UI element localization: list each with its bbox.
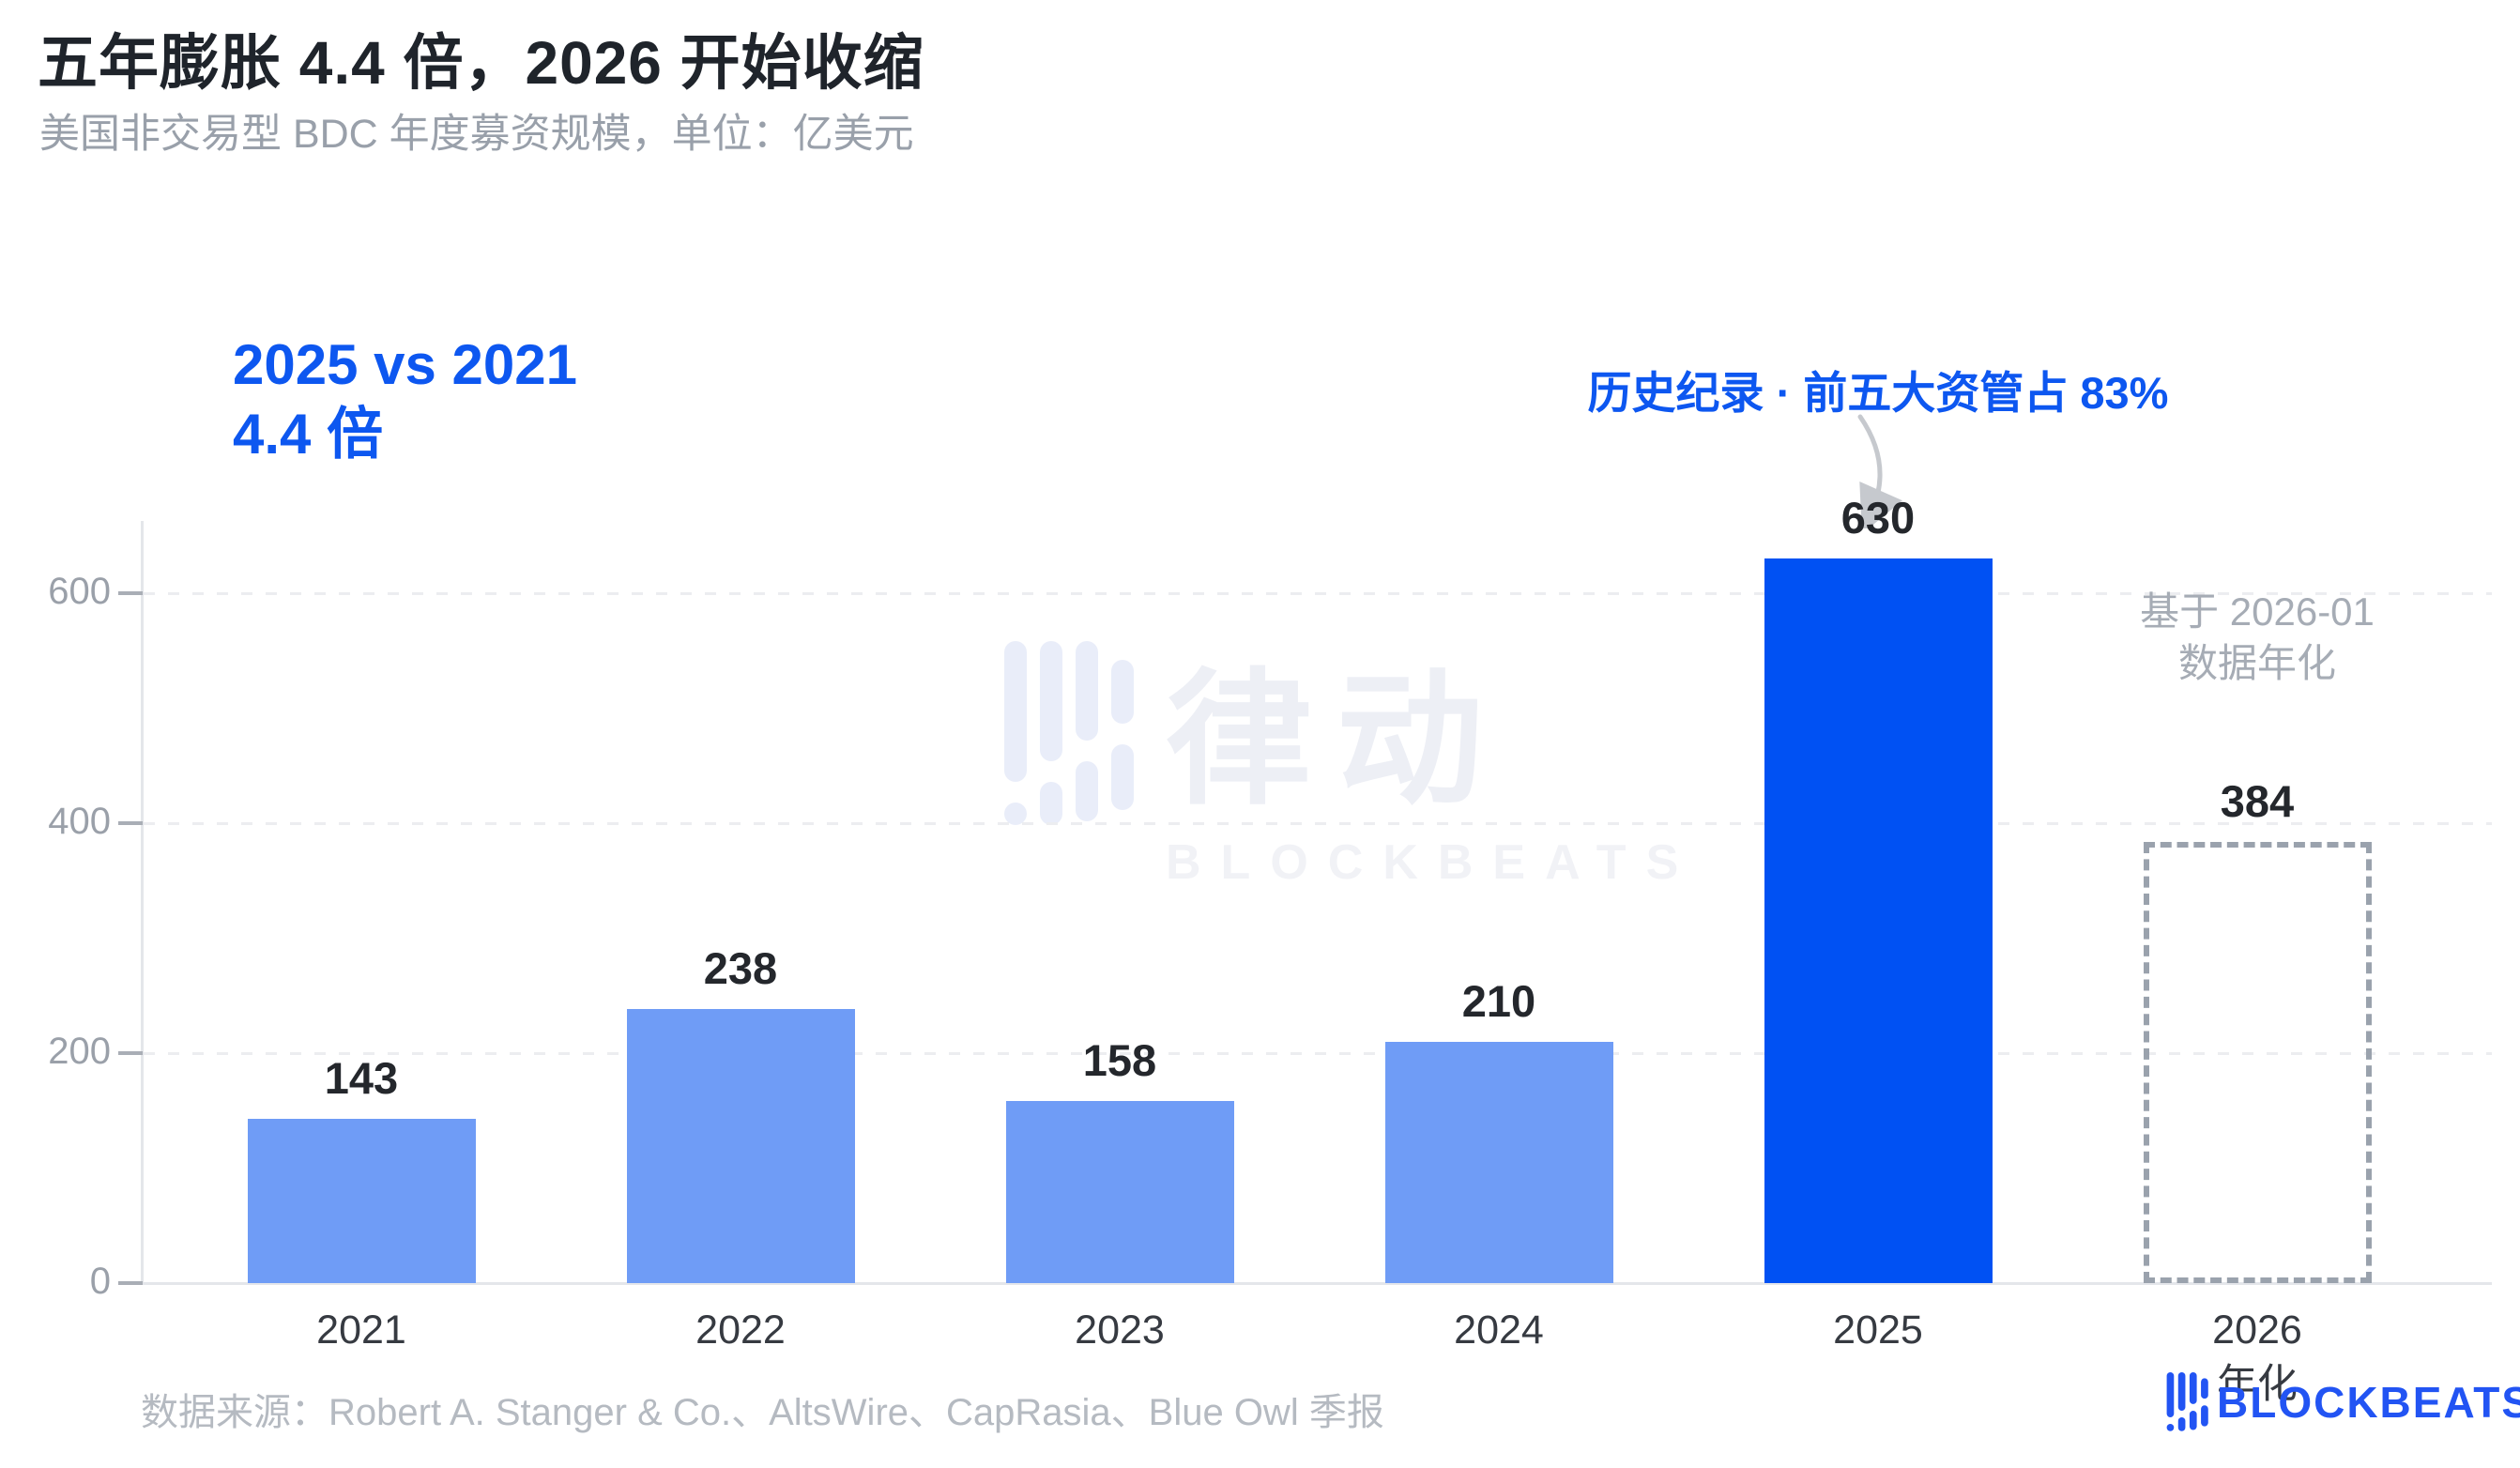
x-axis-label-2023: 2023 (1075, 1307, 1165, 1353)
watermark-cn: 律动 (1166, 659, 1507, 822)
brand-logo: BLOCKBEATS (2166, 1372, 2520, 1432)
page-title: 五年膨胀 4.4 倍，2026 开始收缩 (38, 29, 924, 97)
bar-2022 (626, 1009, 855, 1283)
bar-value-2026: 384 (2220, 776, 2295, 826)
y-tick-label-0: 0 (89, 1261, 111, 1302)
bar-group-2026: 384 (2143, 775, 2372, 1283)
growth-annotation-line2: 4.4 倍 (233, 403, 384, 466)
y-tick-600 (118, 591, 143, 595)
curved-arrow-icon (1857, 414, 1902, 528)
bar-2023 (1005, 1101, 1234, 1283)
bar-2024 (1384, 1042, 1613, 1283)
growth-annotation-line1: 2025 vs 2021 (233, 333, 578, 396)
annualized-note-line1: 基于 2026-01 (2140, 589, 2375, 634)
x-axis-line (141, 1282, 2492, 1285)
bar-value-2023: 158 (1082, 1035, 1157, 1085)
bar-value-2022: 238 (703, 943, 778, 993)
brand-name: BLOCKBEATS (2217, 1378, 2520, 1427)
y-tick-label-600: 600 (48, 571, 111, 612)
blockbeats-logo-icon (2166, 1372, 2208, 1431)
y-tick-200 (118, 1051, 143, 1055)
y-tick-label-400: 400 (48, 801, 111, 842)
bar-group-2023: 158 (1005, 1034, 1234, 1283)
y-axis-line (141, 521, 144, 1284)
bar-group-2025: 630 (1764, 492, 1993, 1283)
gridline-400 (144, 822, 2492, 825)
x-axis-label-2025: 2025 (1833, 1307, 1923, 1353)
bar-2026 (2143, 842, 2372, 1283)
x-axis-label-2026: 2026 年化 (2144, 1303, 2372, 1412)
watermark: 律动 BLOCKBEATS (1004, 641, 1698, 891)
page-subtitle: 美国非交易型 BDC 年度募资规模，单位：亿美元 (39, 112, 914, 157)
y-tick-label-200: 200 (48, 1031, 111, 1072)
record-annotation: 历史纪录 · 前五大资管占 83% (1587, 368, 2169, 418)
x-axis-label-2022: 2022 (695, 1307, 786, 1353)
bar-group-2024: 210 (1384, 975, 1613, 1283)
bar-value-2025: 630 (1840, 493, 1916, 543)
gridline-200 (144, 1052, 2492, 1055)
watermark-en: BLOCKBEATS (1166, 835, 1699, 890)
blockbeats-waveform-icon (1004, 641, 1134, 825)
gridline-600 (144, 592, 2492, 595)
bar-2025 (1764, 558, 1993, 1283)
bar-value-2024: 210 (1461, 976, 1536, 1026)
x-axis-label-2021: 2021 (316, 1307, 406, 1353)
data-source: 数据来源：Robert A. Stanger & Co.、AltsWire、Ca… (141, 1392, 1384, 1433)
watermark-text: 律动 BLOCKBEATS (1166, 641, 1698, 891)
growth-annotation: 2025 vs 2021 4.4 倍 (233, 330, 577, 470)
bar-value-2021: 143 (324, 1053, 399, 1103)
x-axis-sublabel-2026: 年化 (2217, 1362, 2298, 1408)
y-tick-0 (118, 1281, 143, 1285)
bar-2021 (247, 1119, 476, 1283)
y-tick-400 (118, 821, 143, 825)
bar-group-2022: 238 (626, 942, 855, 1283)
x-axis-label-2024: 2024 (1454, 1307, 1544, 1353)
annualized-note: 基于 2026-01 数据年化 (2140, 586, 2375, 690)
bar-group-2021: 143 (247, 1052, 476, 1283)
annualized-note-line2: 数据年化 (2177, 641, 2336, 686)
